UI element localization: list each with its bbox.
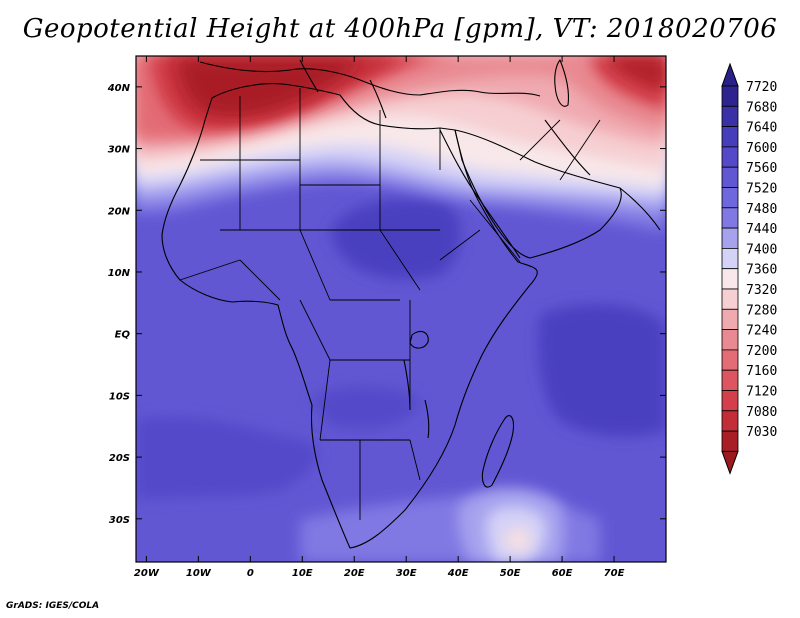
persian-gulf bbox=[544, 119, 591, 176]
lon-label: 60E bbox=[552, 568, 573, 579]
lake-malawi bbox=[424, 399, 430, 439]
colorbar-swatch bbox=[721, 288, 739, 310]
colorbar-swatch bbox=[721, 227, 739, 249]
colorbar-label: 7640 bbox=[746, 121, 777, 136]
europe-coastline bbox=[199, 59, 541, 119]
colorbar-swatch bbox=[721, 247, 739, 270]
lon-label: 50E bbox=[500, 568, 521, 579]
grads-credit: GrADS: IGES/COLA bbox=[6, 601, 100, 611]
lat-label: 40N bbox=[107, 83, 131, 94]
colorbar-label: 7520 bbox=[746, 182, 777, 197]
field-sahel-low bbox=[330, 198, 461, 280]
india-coastline bbox=[619, 187, 661, 231]
lat-label: 30N bbox=[108, 145, 131, 156]
colorbar-label: 7280 bbox=[746, 303, 777, 318]
lat-label: 20N bbox=[108, 206, 131, 217]
country-borders bbox=[179, 88, 601, 520]
lon-label: 10W bbox=[186, 568, 212, 579]
lake-victoria bbox=[409, 330, 429, 349]
colorbar-label: 7440 bbox=[746, 222, 777, 237]
colorbar-label: 7680 bbox=[746, 100, 777, 115]
colorbar-swatch bbox=[721, 369, 739, 391]
field-indian-ocean-low bbox=[538, 304, 666, 437]
colorbar-label: 7360 bbox=[746, 263, 777, 278]
map-title: Geopotential Height at 400hPa [gpm], VT:… bbox=[22, 14, 778, 44]
lon-label: 0 bbox=[247, 568, 254, 579]
map-frame bbox=[135, 55, 667, 563]
field-south-ridge-peak bbox=[504, 528, 532, 552]
colorbar-label: 7600 bbox=[746, 141, 777, 156]
lat-label: 10S bbox=[109, 391, 130, 402]
colorbar-swatch bbox=[721, 410, 739, 432]
lat-label: 30S bbox=[109, 515, 130, 526]
colorbar-top-arrow bbox=[721, 62, 739, 87]
field-south-band bbox=[136, 417, 318, 500]
lon-label: 40E bbox=[447, 568, 469, 579]
colorbar-label: 7120 bbox=[746, 385, 777, 400]
colorbar-swatch bbox=[721, 207, 739, 229]
colorbar-label: 7720 bbox=[746, 80, 777, 95]
colorbar-swatch bbox=[721, 126, 739, 148]
lon-label: 20W bbox=[134, 568, 160, 579]
africa-coastline bbox=[161, 83, 538, 549]
axis-ticks bbox=[136, 56, 666, 562]
lon-label: 20E bbox=[344, 568, 365, 579]
colorbar-label: 7560 bbox=[746, 161, 777, 176]
colorbar-label: 7240 bbox=[746, 324, 777, 339]
field-ne-high-3 bbox=[605, 56, 666, 92]
colorbar-label: 7080 bbox=[746, 405, 777, 420]
colorbar-swatch bbox=[721, 85, 739, 107]
colorbar-swatch bbox=[721, 390, 739, 412]
colorbar-bottom-arrow bbox=[721, 450, 739, 475]
colorbar-swatch bbox=[721, 430, 739, 452]
colorbar-swatch bbox=[721, 166, 739, 188]
field-band-7080 bbox=[180, 60, 360, 115]
lon-label: 30E bbox=[396, 568, 417, 579]
lon-label: 70E bbox=[604, 568, 625, 579]
coastlines bbox=[161, 59, 661, 549]
madagascar-coastline bbox=[481, 415, 514, 488]
lat-label: EQ bbox=[115, 330, 131, 341]
colorbar-swatch bbox=[721, 105, 739, 128]
colorbar-label: 7160 bbox=[746, 364, 777, 379]
longitude-labels: 20W 10W 0 10E 20E 30E 40E 50E 60E 70E bbox=[134, 568, 625, 579]
colorbar-label: 7030 bbox=[746, 425, 777, 440]
lon-label: 10E bbox=[292, 568, 313, 579]
colorbar-swatch bbox=[721, 268, 739, 290]
colorbar-label: 7480 bbox=[746, 202, 777, 217]
red-sea bbox=[439, 129, 521, 259]
lat-label: 10N bbox=[108, 268, 131, 279]
colorbar-swatch bbox=[721, 349, 739, 371]
colorbar-swatch bbox=[721, 329, 739, 351]
field-congo-band bbox=[310, 386, 420, 429]
caspian-sea bbox=[554, 59, 570, 107]
colorbar-swatch bbox=[721, 308, 739, 330]
colorbar-swatch bbox=[721, 146, 739, 168]
latitude-labels: 40N 30N 20N 10N EQ 10S 20S 30S bbox=[107, 83, 131, 526]
height-field bbox=[136, 56, 666, 562]
colorbar-label: 7320 bbox=[746, 283, 777, 298]
colorbar-swatch bbox=[721, 187, 739, 209]
arabia-coastline bbox=[454, 129, 622, 259]
lat-label: 20S bbox=[109, 453, 130, 464]
colorbar-label: 7200 bbox=[746, 344, 777, 359]
colorbar: 7720 7680 7640 7600 7560 7520 7480 7440 7400 7360… bbox=[721, 62, 777, 475]
colorbar-label: 7400 bbox=[746, 242, 777, 257]
